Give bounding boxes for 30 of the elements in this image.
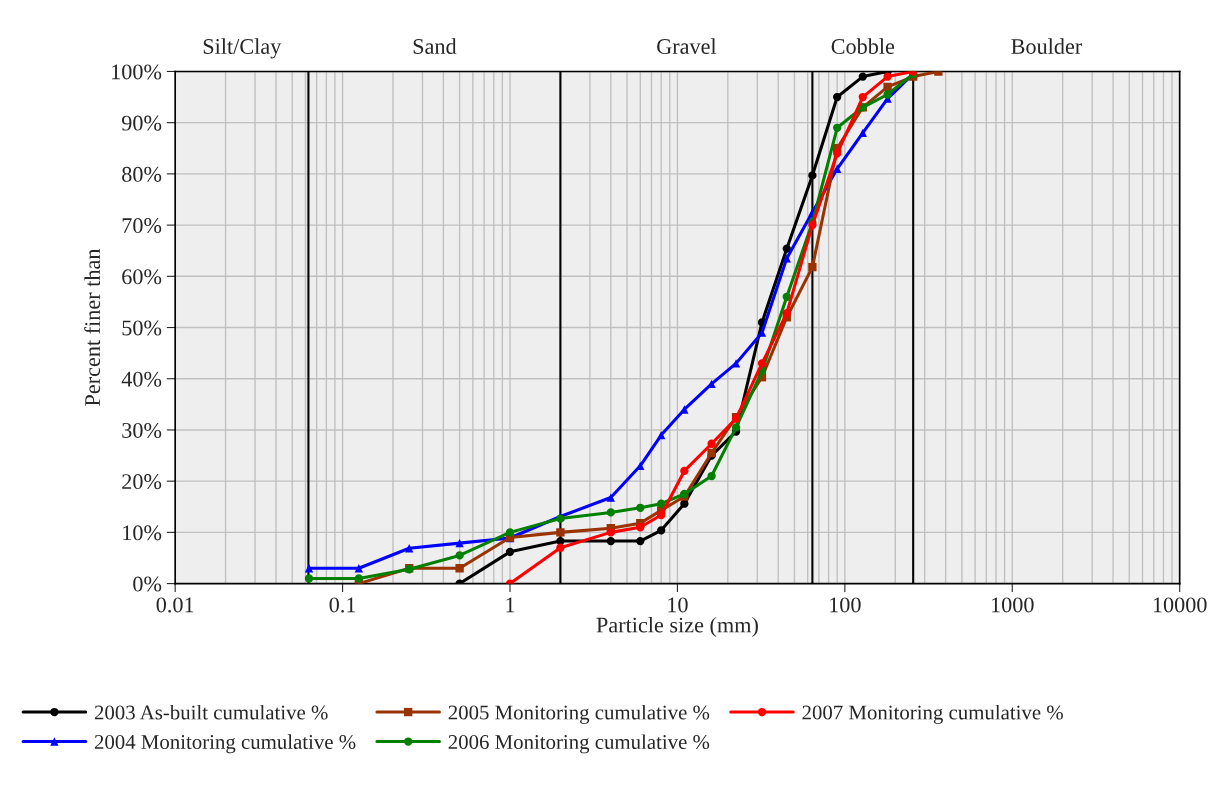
y-axis-title: Percent finer than <box>84 248 101 406</box>
text: Sand <box>413 38 457 54</box>
y-tick-label: 50% <box>122 320 162 336</box>
x-tick-label: 1 <box>506 597 515 613</box>
x-tick-label: 0.1 <box>329 597 356 613</box>
y-tick-label: 70% <box>122 218 162 234</box>
x-axis-title: Particle size (mm) <box>596 616 758 638</box>
legend-label: 2007 Monitoring cumulative % <box>802 704 1063 724</box>
y-tick-label: 0% <box>133 576 162 592</box>
legend-label: 2005 Monitoring cumulative % <box>448 704 710 724</box>
text: Silt/Clay <box>203 38 282 59</box>
x-tick-label: 10000 <box>1153 597 1207 613</box>
legend-label: 2004 Monitoring cumulative % <box>94 734 356 754</box>
y-tick-label: 20% <box>122 474 162 490</box>
y-tick-label: 30% <box>122 422 162 438</box>
y-tick-label: 60% <box>122 269 162 285</box>
y-tick-label: 100% <box>112 64 162 80</box>
x-tick-label: 10 <box>668 597 688 613</box>
x-tick-label: 100 <box>830 597 861 613</box>
y-tick-label: 40% <box>121 371 162 387</box>
legend-label: 2006 Monitoring cumulative % <box>448 734 710 754</box>
text: Gravel <box>657 38 717 54</box>
y-tick-label: 10% <box>123 525 162 541</box>
y-tick-label: 90% <box>121 115 162 131</box>
text: Boulder <box>1011 38 1083 54</box>
legend-label: 2003 As-built cumulative % <box>94 704 328 720</box>
y-tick-label: 80% <box>122 166 162 182</box>
x-tick-label: 0.01 <box>156 597 194 613</box>
x-tick-label: 1000 <box>991 597 1034 613</box>
text: Cobble <box>831 38 895 54</box>
